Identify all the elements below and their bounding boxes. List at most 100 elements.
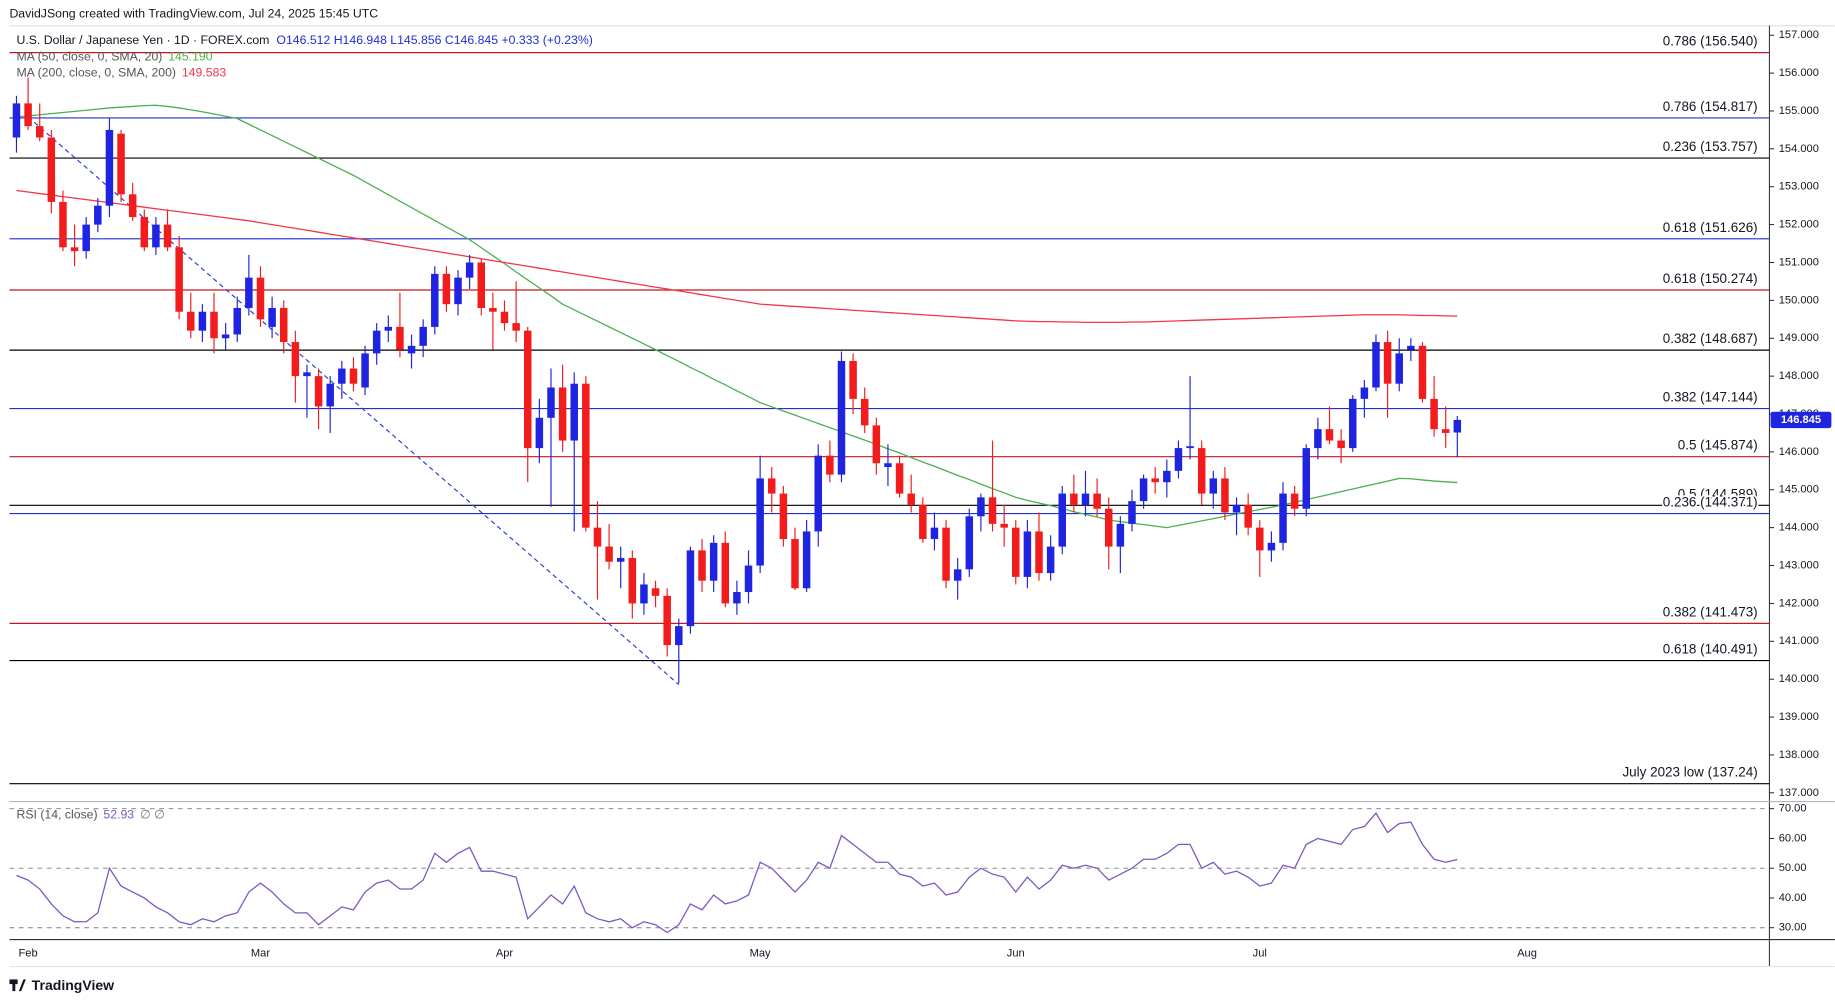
candle-body — [500, 311, 509, 324]
candle-body — [105, 129, 114, 206]
y-tick-label: 139.000 — [1779, 711, 1819, 723]
candle-body — [152, 224, 160, 248]
y-tick-label: 137.000 — [1779, 787, 1819, 799]
y-tick-label: 140.000 — [1779, 673, 1819, 685]
candle-body — [1302, 448, 1311, 509]
level-label: 0.236 (144.371) — [1663, 495, 1758, 510]
candle-body — [1139, 478, 1148, 502]
candle-body — [1058, 493, 1066, 547]
candle-body — [198, 311, 207, 331]
attribution: DavidJSong created with TradingView.com,… — [9, 6, 378, 20]
candle-body — [489, 307, 497, 312]
candle-body — [256, 277, 265, 320]
candle-body — [233, 307, 241, 335]
candle-body — [1348, 398, 1357, 449]
level-label: 0.5 (144.589) — [1678, 486, 1758, 501]
candle-body — [1093, 493, 1101, 509]
candle-body — [82, 224, 90, 252]
candle-body — [1290, 493, 1299, 509]
candle-body — [245, 277, 253, 308]
candle-body — [802, 531, 811, 589]
level-label: 0.382 (148.687) — [1663, 331, 1758, 346]
y-tick-label: 150.000 — [1779, 294, 1819, 306]
candle-body — [977, 497, 985, 517]
y-tick-label: 151.000 — [1779, 256, 1819, 268]
y-tick-label: 155.000 — [1779, 105, 1819, 117]
level-label: 0.236 (153.757) — [1663, 139, 1758, 154]
y-tick-label: 146.000 — [1779, 446, 1819, 458]
candle-body — [1360, 387, 1369, 399]
y-tick-label: 40.00 — [1779, 892, 1807, 904]
legend-ma200: MA (200, close, 0, SMA, 200) 149.583 — [16, 66, 226, 80]
candle-body — [117, 133, 125, 195]
y-tick-label: 60.00 — [1779, 832, 1807, 844]
candle-body — [558, 387, 567, 441]
candle-body — [1128, 501, 1136, 524]
candle-body — [314, 376, 323, 407]
rsi-line — [16, 812, 1458, 934]
y-tick-label: 157.000 — [1779, 29, 1819, 41]
candle-body — [791, 539, 799, 589]
candle-body — [1372, 342, 1380, 388]
candle-body — [35, 126, 44, 138]
candle-body — [454, 277, 462, 305]
candle-body — [768, 478, 776, 494]
candle-body — [512, 323, 520, 331]
candle-body — [187, 311, 195, 331]
candle-body — [744, 565, 753, 593]
candle-body — [1023, 531, 1032, 577]
candle-body — [814, 455, 822, 532]
candle-body — [1430, 398, 1438, 430]
ma-name: MA (200, close, 0, SMA, 200) — [16, 66, 176, 80]
candle-body — [860, 398, 869, 426]
candle-body — [1197, 448, 1206, 494]
candle-body — [756, 478, 764, 566]
ma-line — [16, 104, 1458, 529]
level-label: 0.5 (145.874) — [1678, 438, 1758, 453]
candle-body — [779, 493, 788, 540]
candle-body — [1151, 478, 1159, 483]
candle-body — [593, 527, 602, 547]
candle-body — [1395, 353, 1403, 384]
x-tick-label: Jun — [1007, 948, 1025, 960]
candle-body — [268, 307, 276, 327]
ma-name: MA (50, close, 0, SMA, 20) — [16, 50, 162, 64]
candle-body — [1104, 508, 1113, 547]
y-tick-label: 152.000 — [1779, 219, 1819, 231]
logo-mark — [18, 979, 26, 992]
candle-body — [407, 345, 416, 354]
candle-body — [349, 368, 358, 384]
candle-body — [872, 425, 881, 464]
candle-body — [396, 326, 404, 350]
candle-body — [163, 224, 172, 248]
candle-body — [94, 205, 102, 225]
x-tick-label: Apr — [496, 948, 514, 960]
candle-body — [628, 557, 637, 604]
ma-value: 149.583 — [182, 66, 227, 80]
candle-body — [465, 262, 474, 278]
candle-body — [616, 557, 625, 562]
legend-ma50: MA (50, close, 0, SMA, 20) 145.190 — [16, 50, 212, 64]
candle-body — [1256, 527, 1264, 551]
y-tick-label: 144.000 — [1779, 522, 1819, 534]
candle-body — [837, 360, 846, 475]
candle-body — [686, 550, 695, 627]
level-label: 0.618 (150.274) — [1663, 271, 1758, 286]
candle-body — [1116, 523, 1125, 547]
level-label: July 2023 low (137.24) — [1622, 765, 1757, 780]
candle-body — [523, 330, 532, 449]
candle-body — [372, 330, 381, 354]
plot: 137.000 138.000 139.000 140.000 141.000 142.0… — [9, 29, 1832, 960]
candle-body — [1279, 493, 1287, 543]
y-tick-label: 138.000 — [1779, 749, 1819, 761]
trend-line — [27, 116, 680, 685]
candle-body — [442, 273, 451, 305]
y-tick-label: 149.000 — [1779, 332, 1819, 344]
candle-body — [721, 542, 730, 604]
ohlc: O146.512 H146.948 L145.856 C146.845 +0.3… — [276, 33, 592, 47]
candle-body — [698, 550, 706, 581]
x-tick-label: May — [750, 948, 771, 960]
candle-body — [709, 542, 718, 581]
y-tick-label: 148.000 — [1779, 370, 1819, 382]
